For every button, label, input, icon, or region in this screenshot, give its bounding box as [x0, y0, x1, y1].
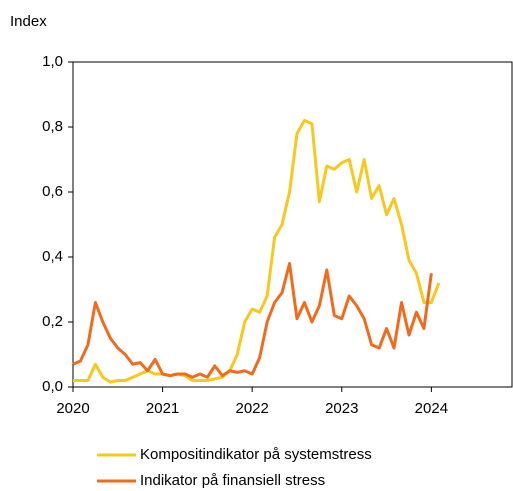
x-tick-label: 2022 [235, 400, 268, 417]
x-tick-label: 2024 [415, 400, 448, 417]
y-tick-label: 0,2 [42, 313, 63, 330]
y-tick-label: 0,0 [42, 378, 63, 395]
series-line [73, 119, 441, 384]
y-tick-label: 1,0 [42, 53, 63, 70]
y-tick-label: 0,8 [42, 118, 63, 135]
x-tick-label: 2020 [56, 400, 89, 417]
plot-frame [72, 61, 513, 388]
x-tick-label: 2023 [325, 400, 358, 417]
legend-label: Kompositindikator på systemstress [140, 446, 372, 463]
y-axis-label: Index [10, 13, 47, 30]
legend-label: Indikator på finansiell stress [140, 472, 325, 489]
y-tick-label: 0,4 [42, 248, 63, 265]
series-line [72, 262, 433, 379]
y-tick-label: 0,6 [42, 183, 63, 200]
x-tick-label: 2021 [146, 400, 179, 417]
